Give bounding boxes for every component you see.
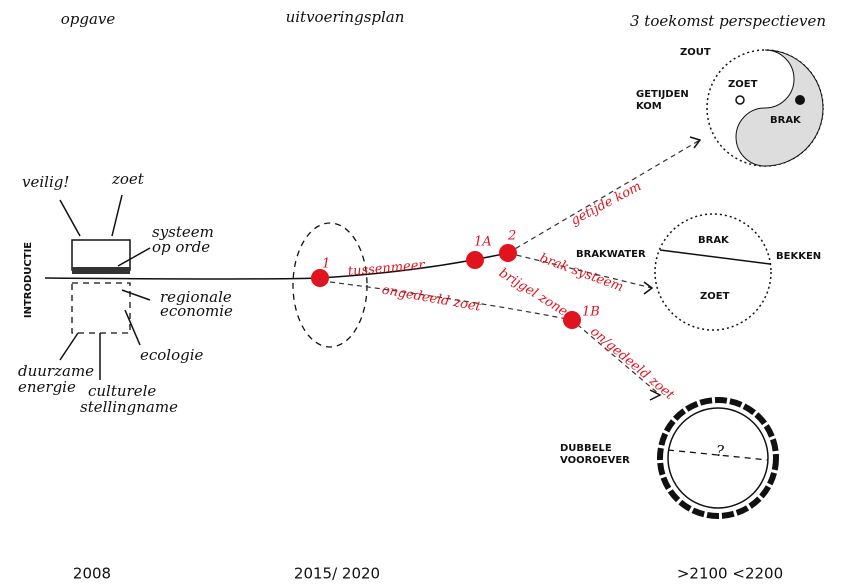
scenario-label: BEKKEN: [776, 251, 821, 262]
theme: zoet: [111, 170, 145, 188]
dot: [736, 96, 744, 104]
scenario-label: BRAKWATER: [576, 249, 646, 260]
year: 2008: [73, 565, 111, 583]
page: opgave uitvoeringsplan 3 toekomst perspe…: [0, 0, 843, 588]
column-header: uitvoeringsplan: [286, 8, 405, 26]
route-point: [311, 269, 329, 287]
theme: ecologie: [140, 346, 204, 364]
scenario-label: BRAK: [698, 235, 730, 246]
route-point: [499, 244, 517, 262]
scenario-label: BRAK: [770, 115, 802, 126]
theme: economie: [160, 302, 233, 320]
route-label: getijde kom: [568, 179, 644, 229]
scenario-circle: [655, 214, 771, 330]
dashed-ellipse: [293, 223, 367, 347]
theme: energie: [18, 378, 76, 396]
dashed-box: [72, 283, 130, 333]
dot: [795, 95, 805, 105]
scenario-caption: KOM: [636, 101, 662, 112]
intro-label: INTRODUCTIE: [23, 242, 34, 318]
box: [72, 240, 130, 270]
theme: veilig!: [22, 173, 69, 191]
divider: [660, 250, 770, 264]
scenario-caption: GETIJDEN: [636, 89, 689, 100]
route-label: brijgel zone: [496, 266, 570, 320]
route-label: tussenmeer: [347, 258, 426, 280]
scenario-caption: DUBBELE: [560, 443, 612, 454]
arrows: [60, 195, 150, 380]
route-point: [563, 311, 581, 329]
year: >2100 <2200: [677, 565, 783, 583]
yinyang: [736, 50, 823, 166]
diagram: opgave uitvoeringsplan 3 toekomst perspe…: [0, 0, 843, 588]
route-point: [466, 251, 484, 269]
bar: [72, 267, 130, 274]
column-header: 3 toekomst perspectieven: [630, 12, 826, 30]
route-label: on/gedeeld zoet: [587, 324, 677, 403]
scenario-label: ZOUT: [680, 47, 711, 58]
scenario-label: ZOET: [728, 79, 758, 90]
main-line: [45, 253, 508, 279]
point-label: 1A: [474, 235, 492, 250]
arrowheads: [644, 137, 700, 400]
route-label: ongedeeld zoet: [381, 283, 483, 315]
point-label: 1B: [582, 305, 600, 320]
year: 2015/ 2020: [294, 565, 380, 583]
scenario-label: ?: [716, 442, 725, 460]
scenario-label: ZOET: [700, 291, 730, 302]
theme: op orde: [152, 238, 210, 256]
scenario-caption: VOOROEVER: [560, 455, 630, 466]
theme: stellingname: [80, 398, 178, 416]
column-header: opgave: [61, 10, 116, 28]
point-label: 1: [322, 257, 330, 272]
point-label: 2: [507, 229, 516, 244]
